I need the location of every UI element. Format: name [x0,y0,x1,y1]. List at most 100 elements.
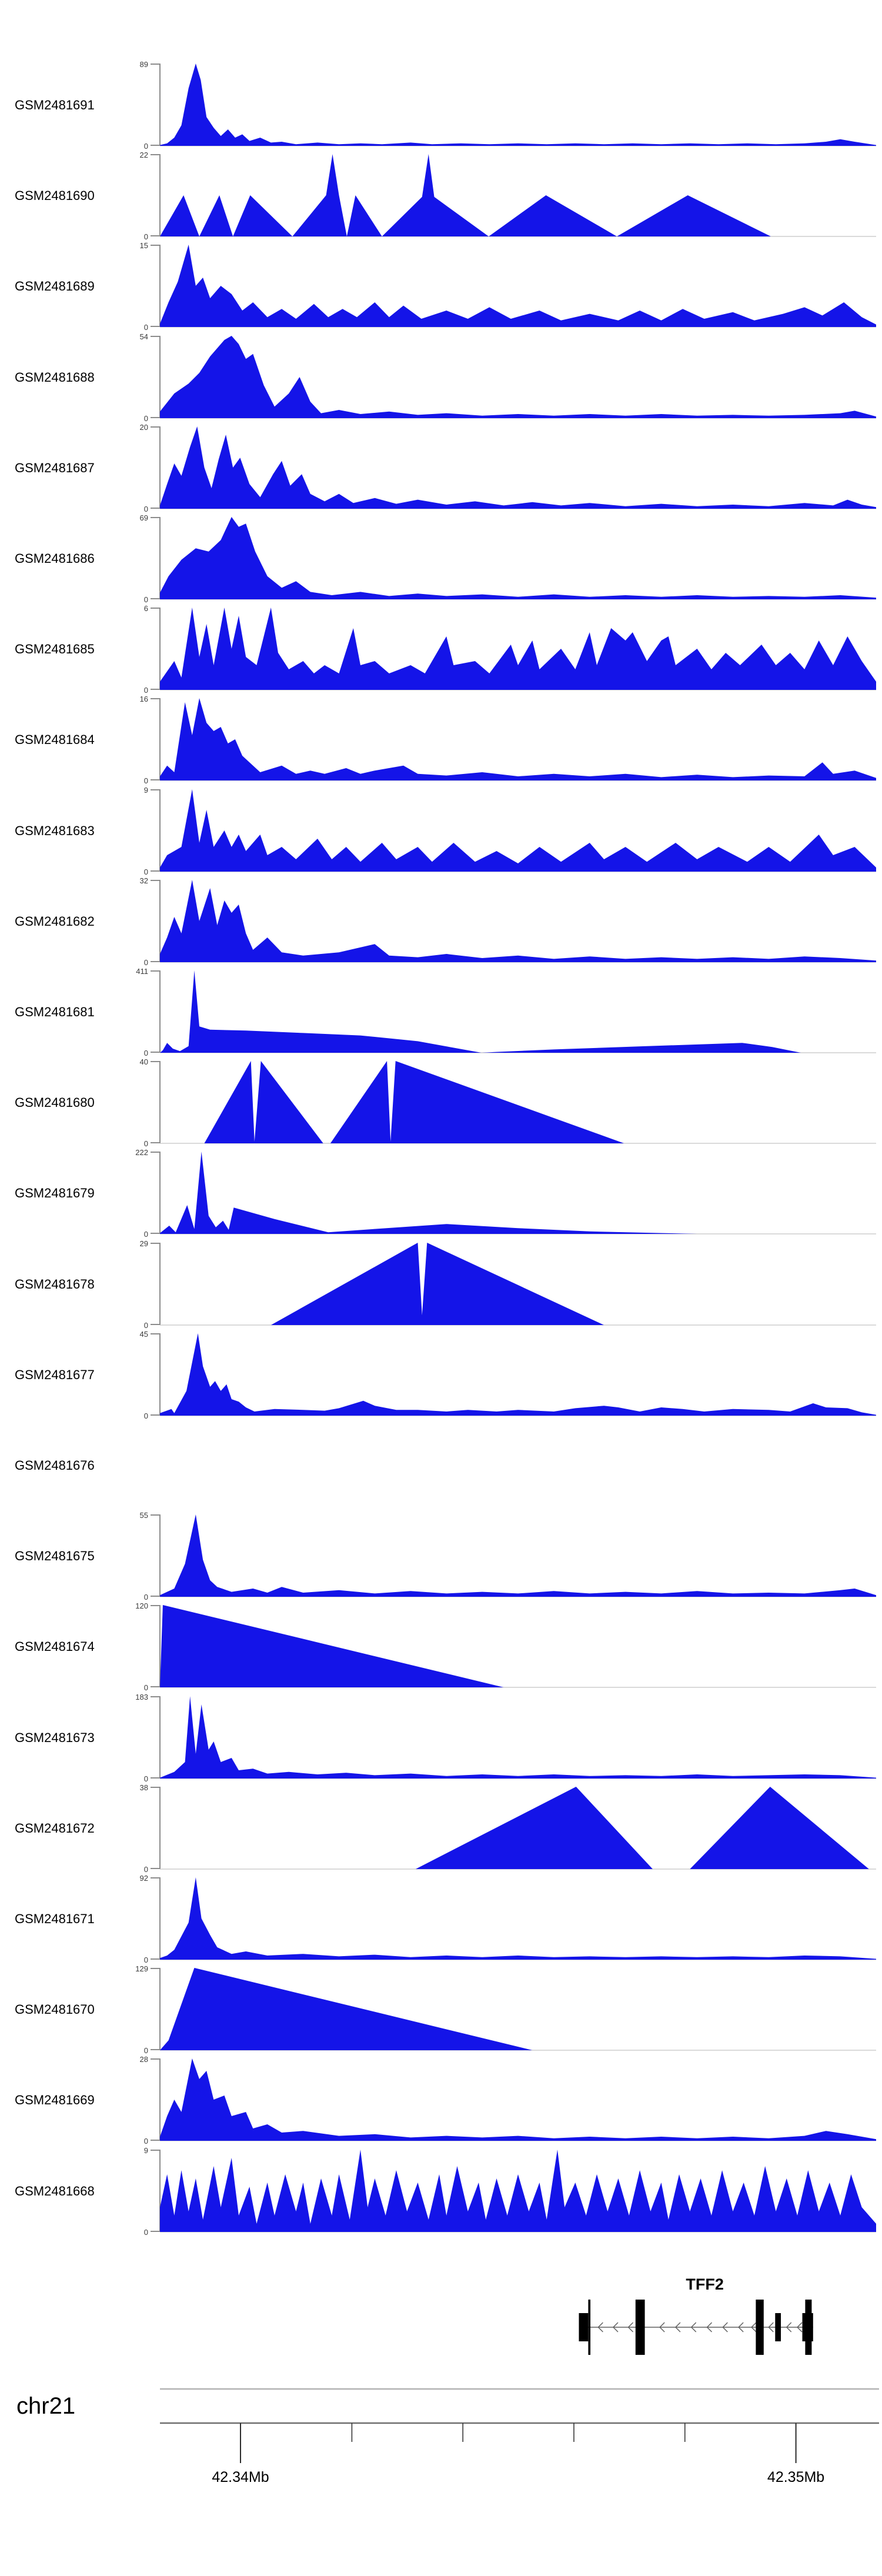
y-axis-bracket-GSM2481688 [151,336,161,418]
coverage-area-GSM2481679 [160,1152,876,1234]
strand-arrow-left-icon [659,2322,665,2333]
coverage-area-GSM2481673 [160,1696,876,1778]
track-label-GSM2481679: GSM2481679 [15,1186,95,1200]
y-min-label-GSM2481690: 0 [144,232,148,241]
strand-arrow-left-icon [597,2322,603,2333]
y-min-label-GSM2481688: 0 [144,414,148,423]
gene-name-label: TFF2 [686,2275,724,2293]
y-axis-bracket-GSM2481675 [151,1514,161,1597]
track-label-GSM2481673: GSM2481673 [15,1730,95,1745]
y-min-label-GSM2481683: 0 [144,867,148,876]
coverage-area-GSM2481678 [160,1243,876,1325]
coverage-area-GSM2481689 [160,245,876,327]
track-label-GSM2481668: GSM2481668 [15,2184,95,2198]
coverage-area-GSM2481682 [160,880,876,962]
y-axis-bracket-GSM2481686 [151,517,161,599]
y-axis-bracket-GSM2481691 [151,64,161,146]
strand-arrow-left-icon [751,2322,757,2333]
y-min-label-GSM2481677: 0 [144,1412,148,1420]
y-min-label-GSM2481689: 0 [144,323,148,332]
strand-arrow-left-icon [738,2322,744,2333]
y-min-label-GSM2481671: 0 [144,1956,148,1964]
track-label-GSM2481677: GSM2481677 [15,1367,95,1382]
y-axis-bracket-GSM2481682 [151,880,161,962]
y-min-label-GSM2481669: 0 [144,2137,148,2145]
gene-exon-box [579,2313,589,2341]
y-max-label-GSM2481668: 9 [144,2146,148,2155]
y-max-label-GSM2481687: 20 [140,423,148,432]
coverage-area-GSM2481680 [160,1061,876,1143]
track-label-GSM2481685: GSM2481685 [15,642,95,656]
y-min-label-GSM2481670: 0 [144,2046,148,2055]
y-min-label-GSM2481680: 0 [144,1139,148,1148]
y-axis-bracket-GSM2481680 [151,1061,161,1143]
track-label-GSM2481682: GSM2481682 [15,914,95,929]
y-axis-bracket-GSM2481672 [151,1787,161,1869]
y-max-label-GSM2481678: 29 [140,1239,148,1248]
coverage-area-GSM2481668 [160,2150,876,2232]
gene-exon-box [588,2300,591,2355]
y-min-label-GSM2481682: 0 [144,958,148,967]
y-max-label-GSM2481679: 222 [135,1148,148,1157]
track-label-GSM2481672: GSM2481672 [15,1821,95,1836]
strand-arrow-left-icon [612,2322,619,2333]
y-max-label-GSM2481680: 40 [140,1057,148,1066]
y-min-label-GSM2481686: 0 [144,595,148,604]
axis-tick-label: 42.35Mb [767,2469,824,2485]
y-max-label-GSM2481681: 411 [136,967,148,976]
track-label-GSM2481689: GSM2481689 [15,279,95,293]
coverage-area-GSM2481670 [160,1968,876,2050]
coverage-area-GSM2481669 [160,2058,876,2141]
coverage-area-GSM2481683 [160,789,876,872]
y-max-label-GSM2481675: 55 [140,1511,148,1520]
y-axis-bracket-GSM2481670 [151,1968,161,2050]
y-max-label-GSM2481672: 38 [140,1783,148,1792]
y-axis-bracket-GSM2481687 [151,426,161,509]
track-label-GSM2481674: GSM2481674 [15,1639,95,1654]
y-min-label-GSM2481672: 0 [144,1865,148,1874]
y-axis-bracket-GSM2481683 [151,789,161,872]
axis-tick-label: 42.34Mb [212,2469,269,2485]
y-max-label-GSM2481670: 129 [135,1964,148,1973]
y-max-label-GSM2481688: 54 [140,332,148,341]
y-max-label-GSM2481677: 45 [140,1330,148,1339]
track-label-GSM2481676: GSM2481676 [15,1458,95,1473]
y-max-label-GSM2481673: 183 [135,1693,148,1701]
y-min-label-GSM2481684: 0 [144,776,148,785]
y-axis-bracket-GSM2481685 [151,608,161,690]
y-max-label-GSM2481685: 6 [144,604,148,613]
y-axis-bracket-GSM2481690 [151,154,161,236]
y-min-label-GSM2481681: 0 [144,1049,148,1057]
track-label-GSM2481680: GSM2481680 [15,1095,95,1110]
y-axis-bracket-GSM2481678 [151,1243,161,1325]
track-label-GSM2481669: GSM2481669 [15,2093,95,2107]
track-label-GSM2481687: GSM2481687 [15,461,95,475]
track-label-GSM2481675: GSM2481675 [15,1549,95,1563]
track-label-GSM2481690: GSM2481690 [15,188,95,203]
y-axis-bracket-GSM2481679 [151,1152,161,1234]
coverage-area-GSM2481684 [160,698,876,780]
y-axis-bracket-GSM2481681 [151,970,161,1053]
y-max-label-GSM2481671: 92 [140,1874,148,1883]
y-axis-bracket-GSM2481677 [151,1333,161,1416]
y-axis-bracket-GSM2481689 [151,245,161,327]
y-max-label-GSM2481684: 16 [140,695,148,703]
strand-arrow-left-icon [706,2322,713,2333]
coverage-area-GSM2481685 [160,608,876,690]
track-label-GSM2481691: GSM2481691 [15,98,95,112]
chromosome-label: chr21 [16,2393,75,2419]
strand-arrow-left-icon [690,2322,697,2333]
y-min-label-GSM2481668: 0 [144,2228,148,2237]
y-min-label-GSM2481685: 0 [144,686,148,695]
gene-exon-box [635,2300,645,2355]
y-axis-bracket-GSM2481684 [151,698,161,780]
coverage-area-GSM2481690 [160,154,876,236]
y-axis-bracket-GSM2481669 [151,2058,161,2141]
coverage-area-GSM2481686 [160,517,876,599]
coverage-area-GSM2481688 [160,336,876,418]
y-axis-bracket-GSM2481674 [151,1605,161,1687]
track-label-GSM2481688: GSM2481688 [15,370,95,385]
y-max-label-GSM2481690: 22 [140,151,148,159]
gene-exon-box [756,2300,764,2355]
